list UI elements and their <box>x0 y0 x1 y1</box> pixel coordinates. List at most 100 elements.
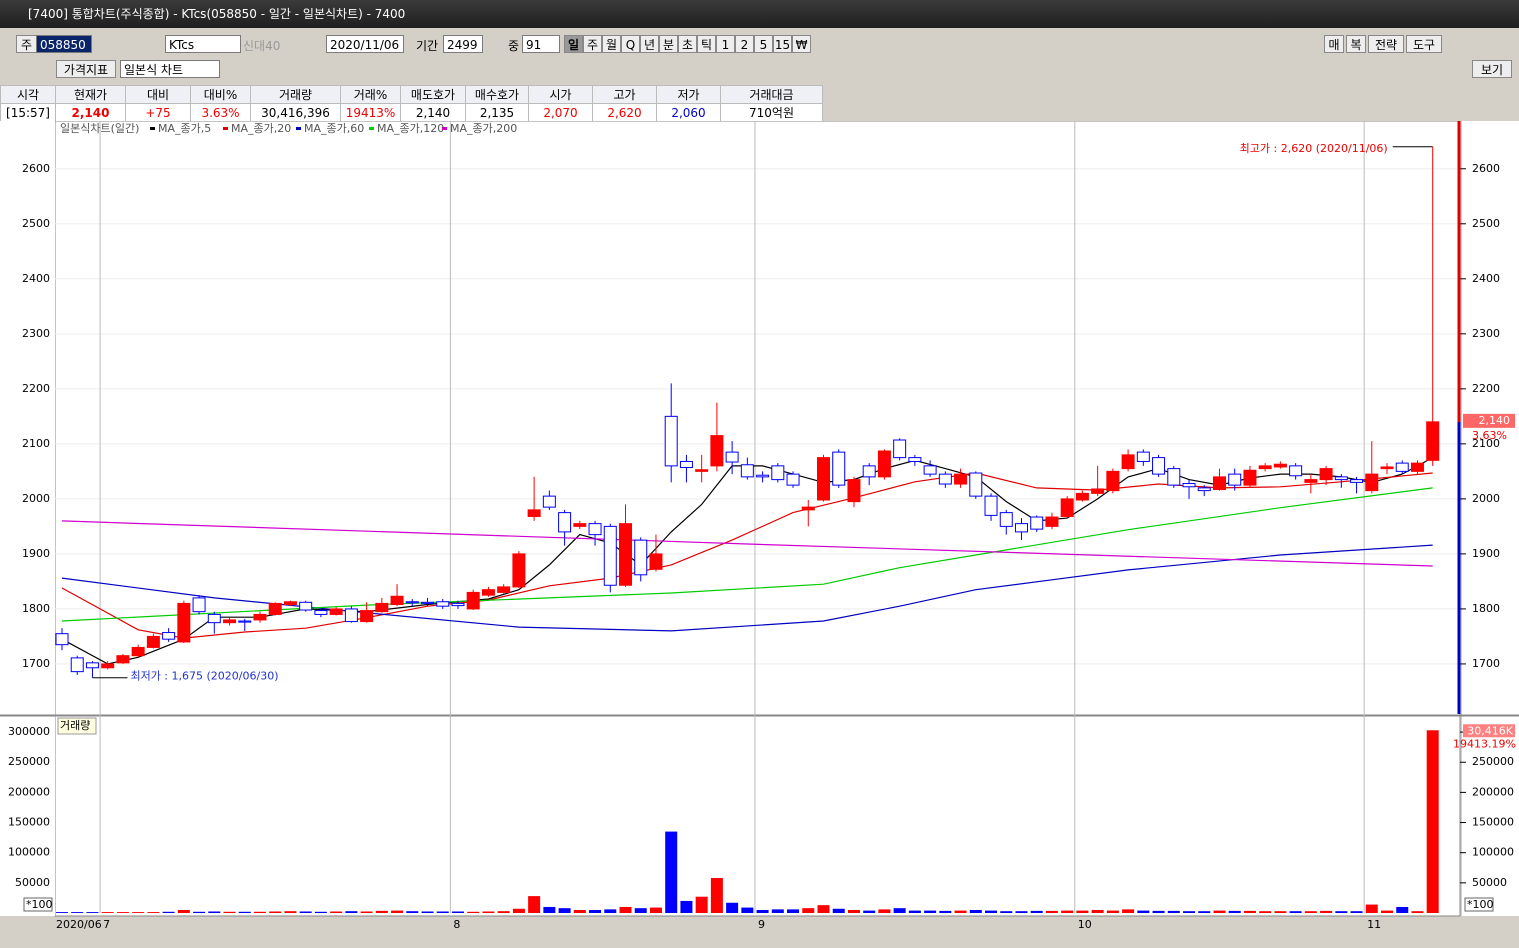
candle-body <box>679 460 693 469</box>
code[interactable]: 058850 <box>36 35 92 53</box>
y2-tick-label: 2600 <box>1472 162 1500 175</box>
candle-body <box>1304 479 1318 483</box>
candle-body <box>954 473 968 485</box>
interval-button[interactable]: 틱 <box>697 35 716 53</box>
candle-body <box>299 601 313 611</box>
count[interactable]: 91 <box>522 35 560 53</box>
volume-bar <box>543 906 556 913</box>
quote-header: 저가 <box>656 85 721 104</box>
volume-bar <box>421 911 434 913</box>
volume-y2-tick-label: 50000 <box>1472 876 1507 889</box>
interval-button[interactable]: 15 <box>773 35 792 53</box>
chart-style[interactable]: 일본식 차트 <box>120 60 220 78</box>
tool-button[interactable]: 도구 <box>1406 35 1442 53</box>
interval-button[interactable]: 분 <box>659 35 678 53</box>
volume-bar <box>1137 910 1150 913</box>
plot-bg <box>54 121 1461 917</box>
tool-button[interactable]: 전략 <box>1368 35 1404 53</box>
candle-body <box>329 608 343 615</box>
indicator[interactable]: 가격지표 <box>56 60 116 78</box>
candle-body <box>344 608 358 623</box>
window-title: [7400] 통합차트(주식종합) - KTcs(058850 - 일간 - 일… <box>0 0 1519 28</box>
candle-body <box>1410 462 1424 472</box>
interval-button[interactable]: 2 <box>735 35 754 53</box>
volume-bar <box>1243 910 1256 913</box>
interval-button[interactable]: 주 <box>583 35 602 53</box>
candle-body <box>1334 476 1348 481</box>
candle-body <box>70 657 84 673</box>
x-tick-label: 2020/06 <box>56 918 102 931</box>
y2-tick-label: 2100 <box>1472 437 1500 450</box>
volume-bar <box>1152 910 1165 913</box>
quote-value: 2,620 <box>592 103 657 122</box>
volume-tick-label: 50000 <box>15 876 50 889</box>
x-tick-label: 8 <box>453 918 460 931</box>
quote-value: +75 <box>125 103 191 122</box>
volume-bar <box>269 911 282 913</box>
volume-bar <box>817 905 830 913</box>
candle-body <box>877 450 891 478</box>
y2-tick-label: 2500 <box>1472 217 1500 230</box>
quote-header: 현재가 <box>55 85 126 104</box>
volume-bar <box>345 911 358 913</box>
volume-bar <box>954 910 967 913</box>
volume-bar <box>1122 909 1135 913</box>
interval-button[interactable]: 년 <box>640 35 659 53</box>
legend-entry: MA_종가,20 <box>231 122 291 135</box>
candle-body <box>725 451 739 463</box>
volume-bar <box>619 906 632 913</box>
unit-right-bg <box>1464 897 1494 912</box>
volume-bar <box>193 911 206 913</box>
volume-bar <box>162 911 175 913</box>
interval-button[interactable]: 1 <box>716 35 735 53</box>
volume-bar <box>56 912 68 913</box>
volume-bar <box>1274 911 1287 913</box>
quote-value: [15:57] <box>0 103 56 122</box>
legend-swatch <box>150 127 155 130</box>
y2-tick-label: 2200 <box>1472 382 1500 395</box>
interval-button[interactable]: 초 <box>678 35 697 53</box>
candle-body <box>146 635 160 648</box>
volume-bar <box>1381 910 1394 913</box>
legend-swatch <box>369 127 374 130</box>
interval-button[interactable]: 월 <box>602 35 621 53</box>
quote-header: 거래량 <box>250 85 341 104</box>
volume-bar <box>360 911 373 913</box>
date[interactable]: 2020/11/06 <box>326 35 404 53</box>
legend-entry: MA_종가,120 <box>377 122 444 135</box>
volume-legend-bg <box>57 717 97 735</box>
volume-bar <box>710 878 723 913</box>
quote-header: 시각 <box>0 85 56 104</box>
volume-bar <box>1106 910 1119 913</box>
candle-body <box>1350 479 1364 483</box>
interval-button[interactable]: ₩ <box>792 35 811 53</box>
volume-bar <box>558 908 571 913</box>
candle-body <box>969 472 983 497</box>
volume-bar <box>680 900 693 913</box>
y-tick-label: 1800 <box>22 602 50 615</box>
tool-button[interactable]: 매 <box>1324 35 1344 53</box>
candle-body <box>1197 487 1211 492</box>
interval-button[interactable]: 일 <box>564 35 583 53</box>
candle-body <box>512 553 526 588</box>
candle-body <box>131 646 145 657</box>
interval-button[interactable]: 5 <box>754 35 773 53</box>
volume-bar <box>1061 910 1074 913</box>
interval-button[interactable]: Q <box>621 35 640 53</box>
candle-body <box>390 595 404 606</box>
volume-tick-label: 300000 <box>8 725 50 738</box>
market[interactable]: 주 <box>16 35 38 53</box>
candle-body <box>847 479 861 503</box>
candle-body <box>177 602 191 643</box>
candle-body <box>588 523 602 536</box>
candle-body <box>375 602 389 613</box>
tool-button[interactable]: 복 <box>1346 35 1366 53</box>
candle-body <box>1365 473 1379 492</box>
view[interactable]: 보기 <box>1472 60 1512 78</box>
y-tick-label: 1900 <box>22 547 50 560</box>
quote-header: 시가 <box>528 85 593 104</box>
volume-bar <box>1426 730 1439 913</box>
period[interactable]: 2499 <box>443 35 483 53</box>
quote-header: 거래% <box>340 85 401 104</box>
stock-name[interactable]: KTcs <box>165 35 241 53</box>
